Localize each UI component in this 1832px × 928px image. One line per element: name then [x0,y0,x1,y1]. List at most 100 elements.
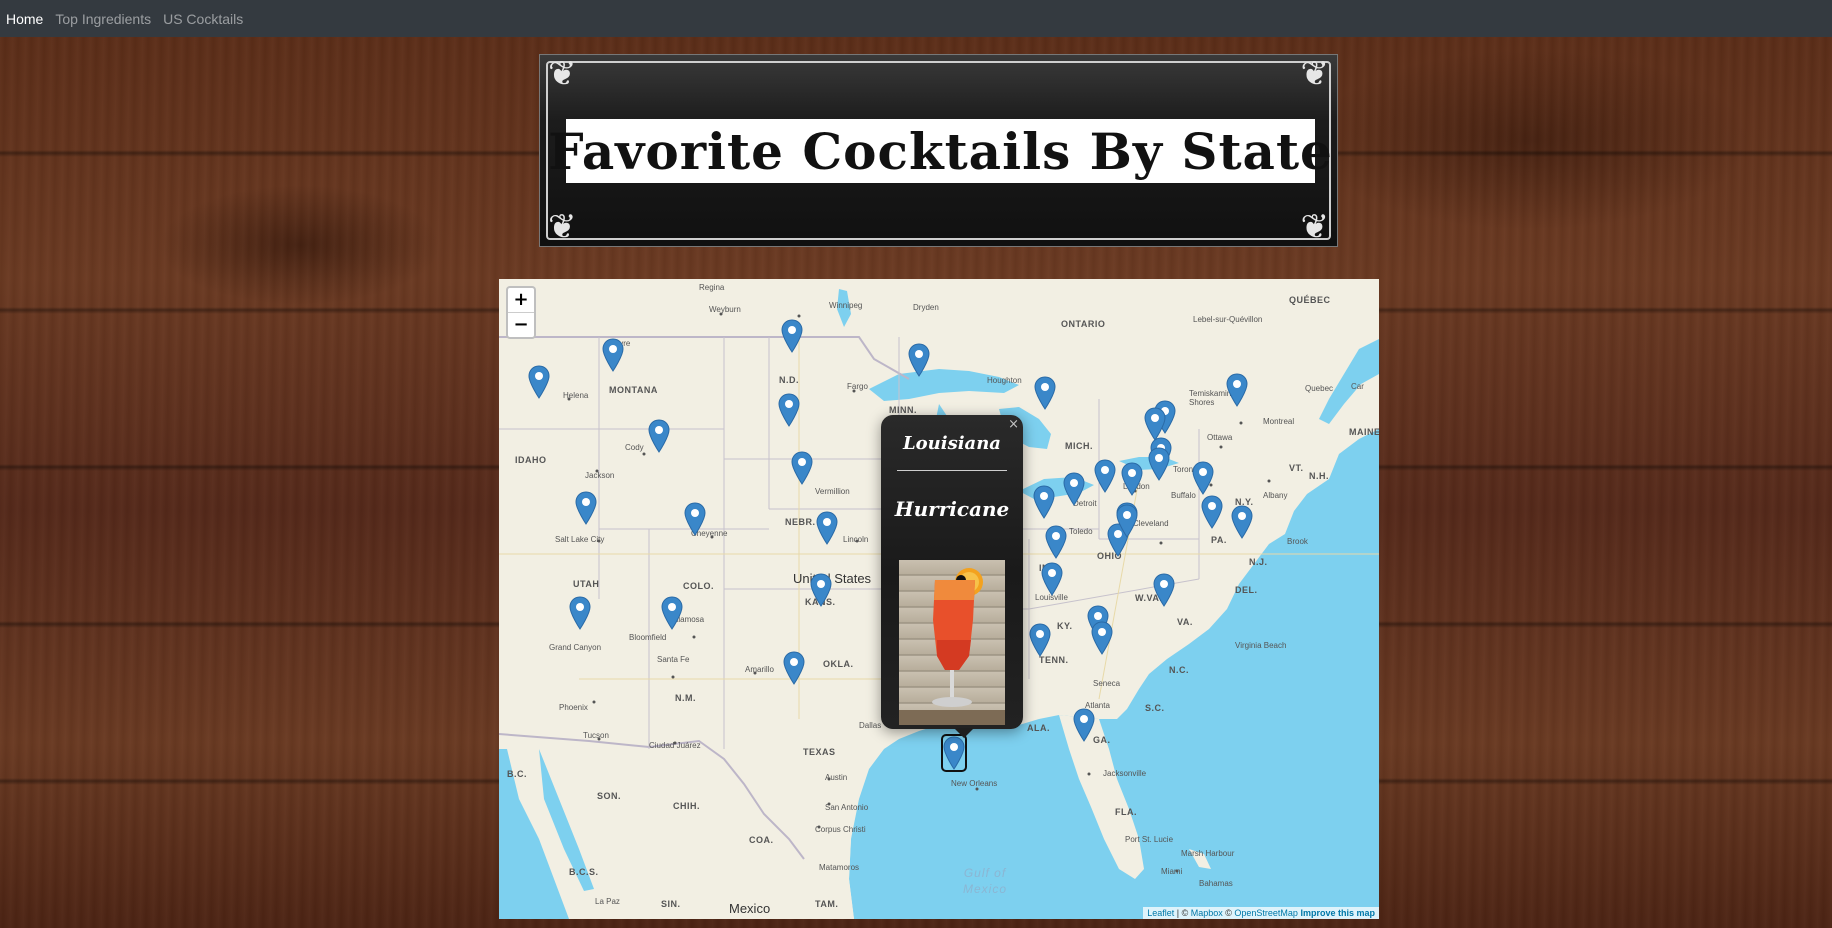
nav-home-link[interactable]: Home [6,10,44,27]
popup-close-button[interactable]: × [1008,417,1019,432]
map-label: GA. [1093,735,1111,745]
map-label: Mexico [729,901,771,916]
map-label: PA. [1211,535,1227,545]
openstreetmap-link[interactable]: OpenStreetMap [1234,908,1298,918]
zoom-in-button[interactable]: + [513,289,529,310]
map-label: VA. [1177,617,1193,627]
map-marker-pin-icon[interactable] [1226,373,1248,407]
nav-top-ingredients-link[interactable]: Top Ingredients [55,10,152,27]
map-marker-pin-icon[interactable] [1094,459,1116,493]
map-label: FLA. [1115,807,1137,817]
map-label: Ciudad Juárez [649,741,701,750]
map-label: Miami [1161,867,1183,876]
map-marker-pin-icon[interactable] [1041,562,1063,596]
map-marker-pin-icon[interactable] [661,596,683,630]
map-marker-pin-icon[interactable] [791,451,813,485]
map-marker-pin-icon[interactable] [908,343,930,377]
map-label: TAM. [815,899,839,909]
map-label: S.C. [1145,703,1165,713]
map-marker-pin-icon[interactable] [1201,495,1223,529]
map-label: Tucson [583,731,609,740]
map-marker-pin-icon[interactable] [810,573,832,607]
flourish-bottom-left-icon: ❦ [548,207,577,247]
selected-marker-pin-icon[interactable] [941,734,967,772]
map-marker-pin-icon[interactable] [1153,573,1175,607]
map-label: DEL. [1235,585,1258,595]
map-label: Regina [699,283,725,292]
map-marker-pin-icon[interactable] [1063,472,1085,506]
map-marker-pin-icon[interactable] [781,319,803,353]
zoom-out-button[interactable]: − [508,312,534,337]
map-label: La Paz [595,897,620,906]
map-label: Cheyenne [691,529,728,538]
map-marker-pin-icon[interactable] [575,491,597,525]
map-marker-pin-icon[interactable] [602,338,624,372]
map-marker-pin-icon[interactable] [1121,462,1143,496]
map-label: KY. [1057,621,1073,631]
flourish-top-left-icon: ❦ [548,54,577,94]
flourish-top-right-icon: ❦ [1300,54,1330,94]
map-label: Albany [1263,491,1288,500]
map-marker-pin-icon[interactable] [569,596,591,630]
map-marker-pin-icon[interactable] [1116,504,1138,538]
map-label: Bahamas [1199,879,1233,888]
map-marker-pin-icon[interactable] [1107,523,1129,557]
map-label: COA. [749,835,774,845]
map-marker-pin-icon[interactable] [1033,485,1055,519]
map-label: Cleveland [1133,519,1169,528]
map-marker-pin-icon[interactable] [778,393,800,427]
map-label: Toronto [1173,465,1200,474]
map-label: OKLA. [823,659,854,669]
drink-photo [899,560,1005,725]
map-label: QUÉBEC [1289,295,1331,305]
map-label: Virginia Beach [1235,641,1287,650]
map-label: ALA. [1027,723,1050,733]
map-label: Lebel-sur-Quévillon [1193,315,1263,324]
map-marker-pin-icon[interactable] [1148,447,1170,481]
banner-title-box: Favorite Cocktails By State [548,119,1332,183]
nav-us-cocktails-link[interactable]: US Cocktails [163,10,244,27]
map-label: Port St. Lucie [1125,835,1174,844]
map-marker-pin-icon[interactable] [783,651,805,685]
map-label: Matamoros [819,863,860,872]
map-label: SON. [597,791,622,801]
map-label: B.C.S. [569,867,599,877]
map-label: Jackson [585,471,615,480]
map-label: ONTARIO [1061,319,1106,329]
map-marker-pin-icon[interactable] [648,419,670,453]
map-marker-pin-icon[interactable] [1073,708,1095,742]
map-marker-pin-icon[interactable] [1144,407,1166,441]
cocktail-map[interactable]: Regina Weyburn Winnipeg Dryden ONTARIO Q… [499,279,1379,919]
map-marker-pin-icon[interactable] [1091,621,1113,655]
map-label: B.C. [507,769,527,779]
map-marker-pin-icon[interactable] [816,511,838,545]
map-label: Santa Fe [657,655,690,664]
map-label: OHIO [1097,551,1123,561]
map-label: TENN. [1039,655,1069,665]
map-marker-pin-icon[interactable] [528,365,550,399]
flourish-bottom-right-icon: ❦ [1300,207,1330,247]
map-label: Detroit [1073,499,1097,508]
map-marker-pin-icon[interactable] [684,502,706,536]
map-label: MAINE [1349,427,1379,437]
map-label: Cody [625,443,644,452]
map-marker-pin-icon[interactable] [1231,505,1253,539]
map-marker-pin-icon[interactable] [1192,461,1214,495]
map-marker-pin-icon[interactable] [1045,525,1067,559]
popup-drink-name: Hurricane [894,497,1010,521]
map-marker-pin-icon[interactable] [1029,623,1051,657]
map-label: Phoenix [559,703,588,712]
map-label: Ottawa [1207,433,1233,442]
improve-map-link[interactable]: Improve this map [1300,908,1375,918]
mapbox-link[interactable]: Mapbox [1190,908,1223,918]
map-label: COLO. [683,581,714,591]
map-label: UTAH [573,579,600,589]
map-label: N.J. [1249,557,1268,567]
map-label: Jacksonville [1103,769,1147,778]
map-marker-pin-icon[interactable] [1034,376,1056,410]
map-label: MICH. [1065,441,1093,451]
leaflet-link[interactable]: Leaflet [1147,908,1175,918]
map-label: Dryden [913,303,939,312]
map-label: Corpus Christi [815,825,866,834]
map-label: MONTANA [609,385,658,395]
